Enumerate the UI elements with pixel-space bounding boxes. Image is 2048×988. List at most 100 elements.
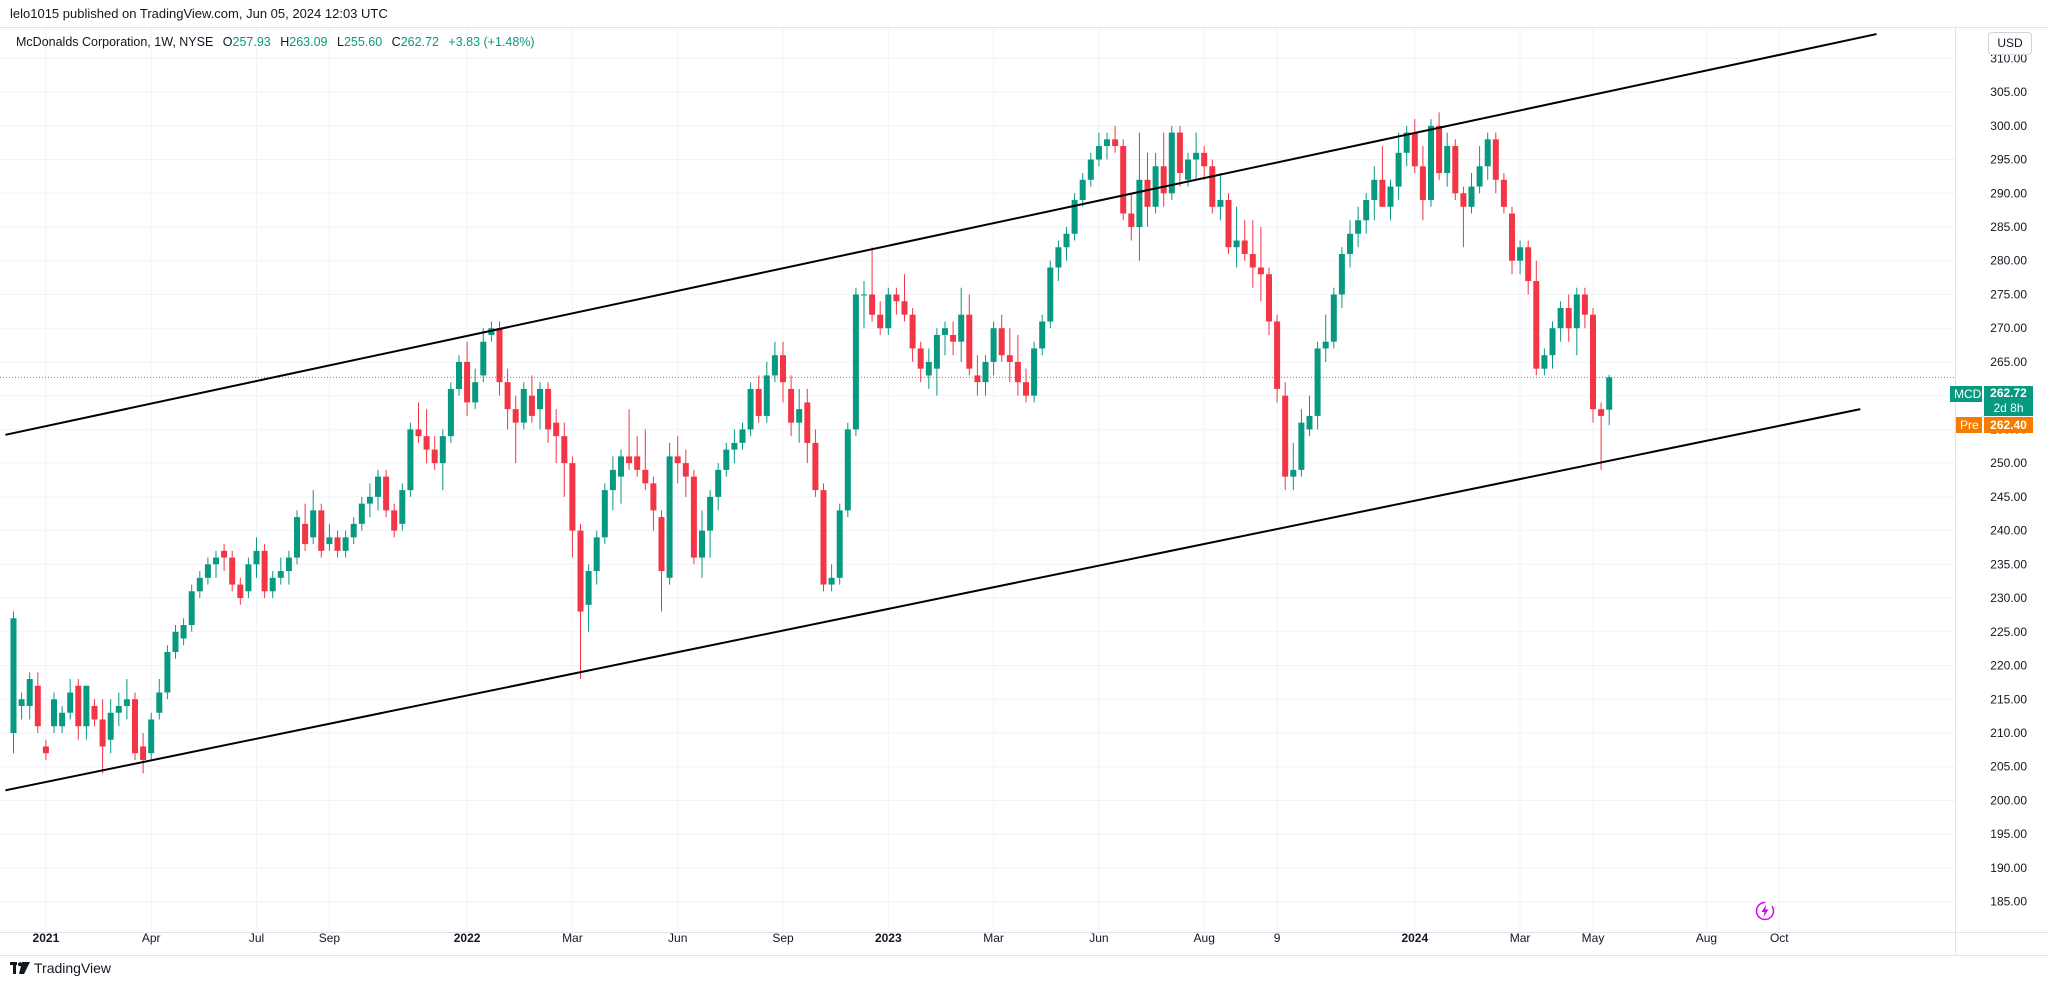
candle-body	[213, 557, 219, 565]
candle-body	[796, 409, 803, 423]
candle-body	[34, 685, 41, 727]
candles	[10, 112, 1613, 774]
candle-body	[1185, 159, 1191, 180]
high-value: 263.09	[289, 35, 328, 49]
candle-body	[1517, 247, 1524, 261]
candle-body	[982, 361, 989, 383]
candle-body	[1290, 469, 1297, 477]
price-tick-label: 190.00	[1990, 861, 2027, 875]
candle-body	[569, 463, 576, 531]
price-tick-label: 265.00	[1990, 355, 2027, 369]
candle-body	[204, 564, 211, 578]
lower-channel-trendline	[5, 408, 1861, 792]
candle-body	[780, 355, 786, 383]
price-tick-label: 185.00	[1990, 895, 2027, 909]
candle-body	[690, 476, 697, 558]
candle-body	[480, 341, 487, 376]
candle-body	[107, 712, 114, 740]
candle-body	[942, 328, 948, 335]
candle-body	[1006, 355, 1013, 362]
candle-body	[755, 388, 762, 416]
candle-body	[318, 510, 325, 551]
tradingview-brand-text: TradingView	[34, 960, 112, 976]
candle-body	[261, 550, 268, 592]
candle-body	[1079, 179, 1086, 201]
trendlines[interactable]	[5, 33, 1877, 792]
candle-body	[966, 314, 973, 369]
candle-body	[115, 706, 122, 713]
candle-body	[1104, 139, 1110, 147]
candle-body	[771, 355, 778, 376]
price-tick-label: 220.00	[1990, 659, 2027, 673]
candle-body	[836, 510, 843, 578]
candle-body	[1241, 240, 1248, 254]
change-value: +3.83 (+1.48%)	[448, 35, 535, 49]
price-tick-label: 210.00	[1990, 726, 2027, 740]
candle-body	[577, 530, 584, 612]
lightning-icon[interactable]	[1755, 901, 1775, 921]
candle-body	[415, 429, 422, 437]
candle-body	[504, 382, 511, 410]
chart-grid	[0, 28, 1955, 932]
candle-body	[1168, 132, 1175, 194]
candle-body	[885, 294, 892, 329]
candle-body	[358, 503, 365, 524]
price-tick-label: 270.00	[1990, 321, 2027, 335]
candle-body	[601, 490, 608, 538]
price-tick-label: 275.00	[1990, 287, 2027, 301]
symbol-title[interactable]: McDonalds Corporation, 1W, NYSE	[16, 35, 214, 49]
candle-body	[820, 490, 827, 585]
candle-body	[1225, 200, 1232, 248]
candle-body	[1063, 233, 1070, 248]
price-axis[interactable]: 185.00 190.00 195.00 200.00 205.00 210.00 215.…	[1955, 28, 2028, 955]
candle-body	[59, 712, 66, 727]
candle-body	[383, 476, 390, 511]
candle-body	[277, 571, 284, 578]
price-tick-label: 285.00	[1990, 220, 2027, 234]
tradingview-brand[interactable]: TradingView	[10, 960, 111, 976]
candle-body	[237, 584, 244, 599]
time-tick-label: 2021	[33, 931, 60, 945]
candle-body	[634, 456, 641, 470]
candle-body	[399, 490, 406, 524]
candle-body	[1476, 166, 1483, 187]
last-price-tag: 262.72 2d 8h	[1984, 386, 2033, 416]
candle-body	[99, 719, 106, 747]
candle-body	[877, 314, 884, 329]
time-axis[interactable]: 2021 Apr Jul Sep 2022 Mar Jun Sep 2023 Mar Jun Aug 9…	[0, 931, 2048, 956]
candle-body	[699, 530, 705, 558]
candle-body	[326, 537, 333, 545]
candle-body	[1095, 146, 1102, 160]
currency-button[interactable]: USD	[1988, 32, 2032, 55]
candle-body	[788, 388, 795, 423]
price-tick-label: 235.00	[1990, 557, 2027, 571]
candle-body	[423, 436, 430, 450]
candle-body	[925, 361, 932, 376]
candle-body	[366, 496, 373, 504]
candle-body	[253, 550, 260, 565]
price-tick-label: 245.00	[1990, 490, 2027, 504]
candle-body	[1371, 179, 1378, 201]
time-tick-label: Jun	[1089, 931, 1108, 945]
time-tick-label: 9	[1274, 931, 1281, 945]
candle-body	[1160, 166, 1167, 194]
candle-body	[1460, 193, 1467, 207]
time-tick-label: Oct	[1770, 931, 1789, 945]
time-tick-label: Mar	[1510, 931, 1531, 945]
price-tick-label: 200.00	[1990, 793, 2027, 807]
candle-body	[140, 746, 147, 760]
candle-body	[1193, 152, 1200, 160]
candle-body	[1403, 132, 1410, 153]
candle-body	[658, 517, 665, 572]
candle-body	[1452, 146, 1459, 194]
candle-body	[1217, 200, 1224, 207]
candle-body	[1136, 179, 1143, 228]
upper-channel-trendline	[5, 33, 1877, 436]
time-tick-label: Sep	[772, 931, 794, 945]
high-label: H	[280, 35, 290, 49]
candle-body	[334, 537, 341, 551]
candle-body	[1444, 146, 1451, 174]
candle-body	[245, 564, 252, 592]
candle-body	[1201, 152, 1208, 167]
